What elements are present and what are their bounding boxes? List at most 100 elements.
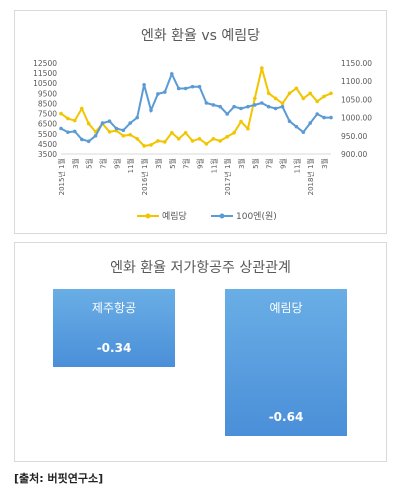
x-tick-label: 2017년 1월 [223,158,232,195]
bar-1: 제주항공 -0.34 [53,289,175,368]
series-2-point [86,139,91,144]
bar-chart-title: 엔화 환율 저가항공주 상관관계 [110,260,291,276]
legend-marker-1 [145,213,151,219]
legend-label-1: 예림당 [162,210,187,222]
series-1-point [280,101,285,106]
x-tick-label: 9월 [195,158,204,169]
series-1-point [59,111,63,116]
series-2-point [225,112,229,116]
series-1-point [315,99,320,104]
series-line-1 [60,67,332,147]
x-tick-label: 3월 [320,158,329,169]
y-left-tick-label: 5500 [38,130,57,139]
series-1-point [266,91,271,96]
series-2-point [100,121,105,125]
x-tick-label: 5월 [251,158,260,169]
series-2-point [273,106,278,111]
x-tick-label: 7월 [99,158,108,169]
series-2-point [329,115,333,120]
source-note: [출처: 버핏연구소] [14,472,104,485]
series-1-point [232,131,236,135]
series-1-point [329,91,333,96]
x-tick-label: 2015년 1월 [57,158,66,195]
x-tick-label: 7월 [182,158,191,169]
series-2-point [294,124,299,129]
series-1-point [225,135,229,139]
series-line-2 [60,71,331,143]
series-1-point [142,144,146,148]
series-2-point [253,103,257,107]
y-right-tick-label: 1150.00 [341,59,372,68]
series-1-point [322,94,326,99]
x-tick-label: 3월 [237,158,246,169]
line-chart-panel: 엔화 환율 vs 예림당 12500 11500 10500 9500 8500 7500… [14,10,387,234]
series-2-point [190,84,195,89]
x-tick-label: 5월 [168,158,177,169]
y-left-tick-label: 10500 [33,79,57,88]
x-tick-label: 11월 [126,158,135,173]
series-1-point [260,66,264,70]
y-right-tick-label: 1100.00 [341,77,372,86]
series-2-point [260,101,264,105]
series-2-point [280,104,285,109]
series-1-point [149,143,153,147]
series-2-point [246,104,250,109]
series-2-point [156,92,160,96]
y-left-tick-label: 3500 [38,150,57,159]
y-right-tick-label: 900.00 [341,150,367,159]
series-2-point [80,137,84,142]
series-1-point [107,130,112,134]
series-2-point [121,128,126,133]
series-2-point [176,86,181,91]
series-1-point [294,86,299,91]
legend-label-2: 100엔(원) [236,211,277,222]
series-2-point [301,130,306,134]
y-left-tick-label: 4500 [38,140,57,149]
series-2-point [315,112,320,116]
y-left-tick-label: 7500 [38,110,57,119]
bar-category-label: 예림당 [269,301,303,315]
series-1-point [253,96,257,101]
series-2-point [232,104,236,109]
series-2-point [93,134,98,138]
series-1-point [197,137,202,141]
series-2-point [142,83,146,87]
y-left-tick-label: 11500 [33,69,57,78]
bar-value-label: -0.34 [96,341,132,356]
series-1-point [308,91,313,96]
series-1-point [273,96,278,101]
series-1-point [204,142,209,146]
series-2-point [322,115,326,120]
series-1-point [73,118,77,123]
series-1-point [287,91,292,96]
x-tick-label: 9월 [279,158,288,169]
series-1-point [239,119,243,124]
series-2-point [135,115,139,120]
x-tick-label: 11월 [209,158,218,173]
series-1-point [121,134,126,138]
line-chart: 1250011500105009500850075006500550045003… [33,59,372,222]
series-1-point [218,139,222,143]
series-2-point [239,106,243,111]
series-2-point [128,121,132,125]
series-2-point [266,104,271,109]
series-1-point [86,121,91,126]
series-2-point [308,121,313,125]
series-2-point [204,101,209,105]
bar-2: 예림당 -0.64 [225,289,347,437]
bar-category-label: 제주항공 [91,301,137,315]
series-2-point [163,90,167,94]
series-1-point [211,137,216,141]
y-right-tick-label: 950.00 [341,132,367,141]
series-1-point [163,140,167,144]
series-2-point [73,129,77,134]
x-tick-label: 3월 [71,158,80,169]
y-left-tick-label: 12500 [33,59,57,68]
series-1-point [80,106,84,111]
x-tick-label: 11월 [292,158,301,173]
series-1-point [66,116,70,121]
bar-chart-panel: 엔화 환율 저가항공주 상관관계 제주항공 -0.34 예림당 -0.64 [14,242,387,462]
y-left-tick-label: 6500 [38,120,57,129]
series-2-point [211,103,216,107]
series-1-point [135,137,139,141]
